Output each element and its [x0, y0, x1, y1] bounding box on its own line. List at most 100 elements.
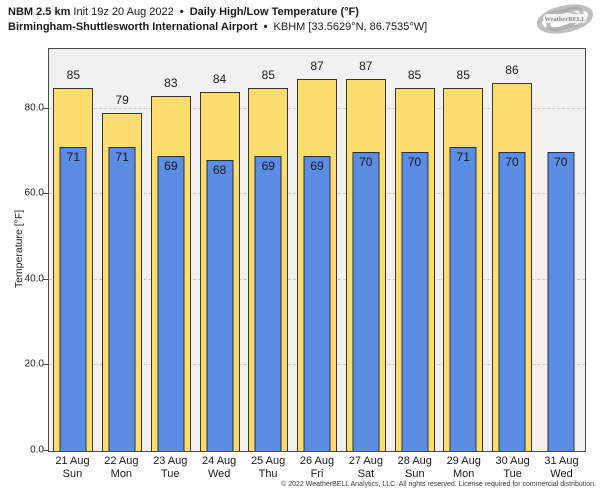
low-value-label: 71 [456, 150, 470, 165]
x-tick-date: 27 Aug [348, 455, 384, 467]
y-tick-mark [43, 364, 48, 366]
low-value-label: 69 [164, 158, 178, 173]
low-bar [59, 147, 87, 451]
high-value-label: 85 [407, 67, 422, 82]
low-bar [303, 155, 331, 451]
high-value-label: 85 [261, 67, 275, 82]
y-tick-mark [43, 450, 48, 451]
x-tick-date: 23 Aug [153, 455, 188, 467]
x-tick-label: 31 Aug Wed [537, 455, 586, 481]
low-bar [254, 155, 282, 451]
weatherbell-logo: WeatherBELL Analytics LLC [534, 1, 596, 37]
x-tick-label: 28 Aug Sun [390, 455, 439, 481]
x-tick-day: Mon [453, 468, 475, 480]
bar-group-30-aug: 86 70 [488, 49, 537, 451]
bar-group-24-aug: 84 68 [195, 49, 244, 451]
low-bar [449, 147, 477, 451]
x-tick-date: 21 Aug [55, 455, 90, 467]
low-value-label: 70 [407, 154, 422, 169]
station-line: Birmingham-Shuttlesworth International A… [8, 20, 427, 35]
chart-header: NBM 2.5 km Init 19z 20 Aug 2022 • Daily … [8, 5, 427, 35]
low-value-label: 69 [310, 158, 324, 173]
x-axis-labels: 21 Aug Sun 22 Aug Mon 23 Aug Tue 24 Aug Wed 25 A… [48, 455, 586, 481]
low-value-label: 70 [505, 154, 519, 169]
separator-bullet: • [179, 6, 184, 18]
y-tick-label: 0.0 [30, 444, 44, 456]
low-value-label: 68 [212, 163, 227, 178]
high-value-label: 87 [359, 58, 373, 73]
title-line: NBM 2.5 km Init 19z 20 Aug 2022 • Daily … [8, 5, 427, 20]
low-value-label: 71 [115, 150, 129, 165]
bar-group-21-aug: 85 71 [49, 49, 98, 451]
y-axis-title: Temperature [°F] [13, 209, 25, 289]
x-tick-day: Wed [207, 468, 231, 480]
x-tick-day: Sun [62, 468, 83, 480]
y-tick-mark [43, 278, 48, 280]
init-time: Init 19z 20 Aug 2022 [73, 6, 174, 18]
y-tick-label: 40.0 [24, 273, 44, 285]
x-tick-day: Fri [310, 468, 324, 480]
bar-group-31-aug: 70 [536, 49, 585, 451]
low-bar [108, 147, 136, 451]
x-tick-label: 26 Aug Fri [293, 455, 342, 481]
y-tick-mark [43, 107, 48, 109]
model-name: NBM 2.5 km [8, 6, 71, 18]
bar-group-23-aug: 83 69 [146, 49, 195, 451]
low-value-label: 70 [554, 154, 568, 169]
x-tick-label: 29 Aug Mon [439, 455, 488, 481]
bars-container: 85 71 79 71 83 69 84 68 85 69 87 69 87 70 85 70 85 71 86 70… [49, 49, 585, 451]
x-tick-date: 24 Aug [202, 455, 237, 467]
low-value-label: 69 [261, 158, 275, 173]
y-tick-label: 60.0 [24, 187, 44, 199]
x-tick-day: Sat [357, 468, 375, 480]
weatherbell-swirl-icon: WeatherBELL Analytics LLC [536, 4, 594, 34]
x-tick-date: 22 Aug [104, 455, 139, 467]
plot-area: 85 71 79 71 83 69 84 68 85 69 87 69 87 70 85 70 85 71 86 70… [48, 48, 586, 452]
logo-subtext: Analytics LLC [563, 24, 585, 28]
x-tick-day: Tue [503, 468, 522, 480]
low-bar [157, 155, 185, 451]
low-bar [401, 151, 428, 451]
x-tick-date: 31 Aug [544, 455, 579, 467]
x-tick-date: 29 Aug [446, 455, 481, 467]
bar-group-28-aug: 85 70 [390, 49, 439, 451]
low-bar [206, 160, 234, 451]
high-value-label: 79 [115, 93, 129, 108]
x-tick-day: Tue [160, 468, 180, 480]
station-name: Birmingham-Shuttlesworth International A… [8, 21, 258, 33]
high-value-label: 85 [456, 67, 470, 82]
y-tick-label: 20.0 [24, 358, 44, 370]
low-bar [498, 151, 526, 451]
x-tick-label: 24 Aug Wed [195, 455, 244, 481]
high-value-label: 86 [505, 63, 519, 78]
x-tick-date: 26 Aug [299, 455, 335, 467]
x-tick-date: 30 Aug [495, 455, 530, 467]
station-id: KBHM [33.5629°N, 86.7535°W] [273, 21, 428, 33]
x-tick-label: 30 Aug Tue [488, 455, 537, 481]
high-value-label: 87 [310, 58, 324, 73]
bar-group-27-aug: 87 70 [341, 49, 390, 451]
x-tick-label: 22 Aug Mon [97, 455, 146, 481]
x-tick-day: Wed [550, 468, 573, 480]
low-bar [352, 151, 380, 451]
x-tick-label: 27 Aug Sat [341, 455, 390, 481]
high-value-label: 84 [212, 71, 227, 86]
x-tick-day: Thu [258, 468, 278, 480]
x-tick-label: 21 Aug Sun [48, 455, 97, 481]
x-tick-date: 25 Aug [250, 455, 286, 467]
low-value-label: 70 [359, 154, 373, 169]
x-tick-day: Sun [405, 468, 425, 480]
x-tick-day: Mon [110, 468, 133, 480]
y-tick-mark [43, 193, 48, 195]
high-value-label: 83 [164, 76, 178, 91]
x-tick-label: 25 Aug Thu [244, 455, 293, 481]
low-bar [547, 151, 575, 451]
low-value-label: 71 [66, 150, 81, 165]
high-value-label: 85 [66, 67, 81, 82]
x-tick-label: 23 Aug Tue [146, 455, 195, 481]
logo-text: WeatherBELL [544, 16, 586, 23]
bar-group-29-aug: 85 71 [439, 49, 488, 451]
bar-group-22-aug: 79 71 [98, 49, 147, 451]
product-name: Daily High/Low Temperature (°F) [189, 6, 359, 18]
separator-bullet: • [263, 21, 268, 33]
